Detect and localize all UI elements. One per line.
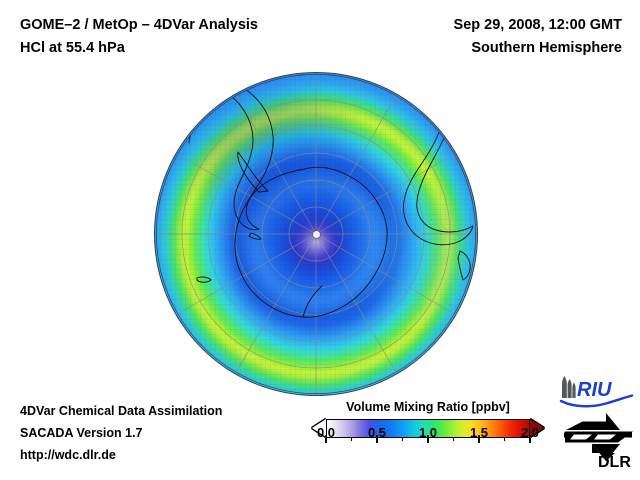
colorbar-tick-major xyxy=(427,438,429,443)
colorbar: Volume Mixing Ratio [ppbv] 0.0 0.5 1.0 1.5 2… xyxy=(312,400,544,443)
footer-left-block: 4DVar Chemical Data Assimilation SACADA … xyxy=(20,400,222,466)
dlr-star-mark xyxy=(564,413,633,461)
map-overlay xyxy=(156,74,476,394)
hemisphere-label: Southern Hemisphere xyxy=(471,40,622,56)
assimilation-method-label: 4DVar Chemical Data Assimilation xyxy=(20,404,223,418)
coastline-tierra-del-fuego xyxy=(248,232,262,240)
header-right-block: Sep 29, 2008, 12:00 GMT Southern Hemisph… xyxy=(454,14,622,60)
coastline-ross-sea xyxy=(302,285,323,318)
colorbar-tick-minor xyxy=(504,438,505,441)
coastline-new-zealand xyxy=(410,369,421,385)
dlr-logo: DLR xyxy=(564,413,633,470)
field-lobe-northwest xyxy=(180,85,381,247)
coastline-madagascar xyxy=(457,250,471,281)
riu-wordmark: RIU xyxy=(577,379,612,401)
colorbar-tick-major xyxy=(529,438,531,443)
coastline-africa xyxy=(403,108,474,246)
colorbar-tick-minor xyxy=(402,438,403,441)
colorbar-tick-label: 1.0 xyxy=(418,425,438,440)
coastline-island-falklands xyxy=(196,276,212,283)
graticule-meridians xyxy=(156,74,476,394)
dlr-wordmark: DLR xyxy=(598,454,631,470)
riu-logo: RIU xyxy=(559,376,634,408)
colorbar-tick-minor xyxy=(453,438,454,441)
coastline-south-america-west xyxy=(188,88,219,144)
riu-tower-glyph xyxy=(562,376,576,398)
colorbar-gradient xyxy=(326,419,530,438)
colorbar-tick-labels: 0.0 0.5 1.0 1.5 2.0 xyxy=(317,425,539,443)
colorbar-title: Volume Mixing Ratio [ppbv] xyxy=(346,400,510,414)
colorbar-tick-major xyxy=(376,438,378,443)
website-url[interactable]: http://wdc.dlr.de xyxy=(20,448,116,462)
colorbar-tick-label: 1.5 xyxy=(469,425,489,440)
coastline-antarctic-peninsula xyxy=(237,151,269,193)
polar-projection-map xyxy=(155,73,477,395)
colorbar-low-extend-arrow xyxy=(312,419,326,437)
colorbar-tick-minor xyxy=(351,438,352,441)
timestamp-label: Sep 29, 2008, 12:00 GMT xyxy=(453,17,622,33)
coastline-antarctica xyxy=(234,166,388,318)
globe-disc xyxy=(155,73,477,395)
coastline-south-america xyxy=(217,83,274,231)
colorbar-tick-label: 0.0 xyxy=(316,425,336,440)
colorbar-tick-label: 0.5 xyxy=(367,425,387,440)
version-label: SACADA Version 1.7 xyxy=(20,426,143,440)
field-lobe-east xyxy=(341,188,477,318)
species-level-subtitle: HCl at 55.4 hPa xyxy=(20,40,125,56)
colorbar-row xyxy=(312,419,544,443)
colorbar-high-extend-arrow xyxy=(530,419,544,437)
colorbar-ticks xyxy=(325,438,531,443)
instrument-title: GOME–2 / MetOp – 4DVar Analysis xyxy=(20,17,258,33)
header-left-block: GOME–2 / MetOp – 4DVar Analysis HCl at 5… xyxy=(20,14,258,60)
riu-swoosh xyxy=(559,394,634,408)
colorbar-tick-major xyxy=(478,438,480,443)
coastline-australia xyxy=(450,318,472,336)
colorbar-tick-label: 2.0 xyxy=(520,425,540,440)
colorbar-tick-major xyxy=(325,438,327,443)
south-pole-marker xyxy=(312,230,320,238)
